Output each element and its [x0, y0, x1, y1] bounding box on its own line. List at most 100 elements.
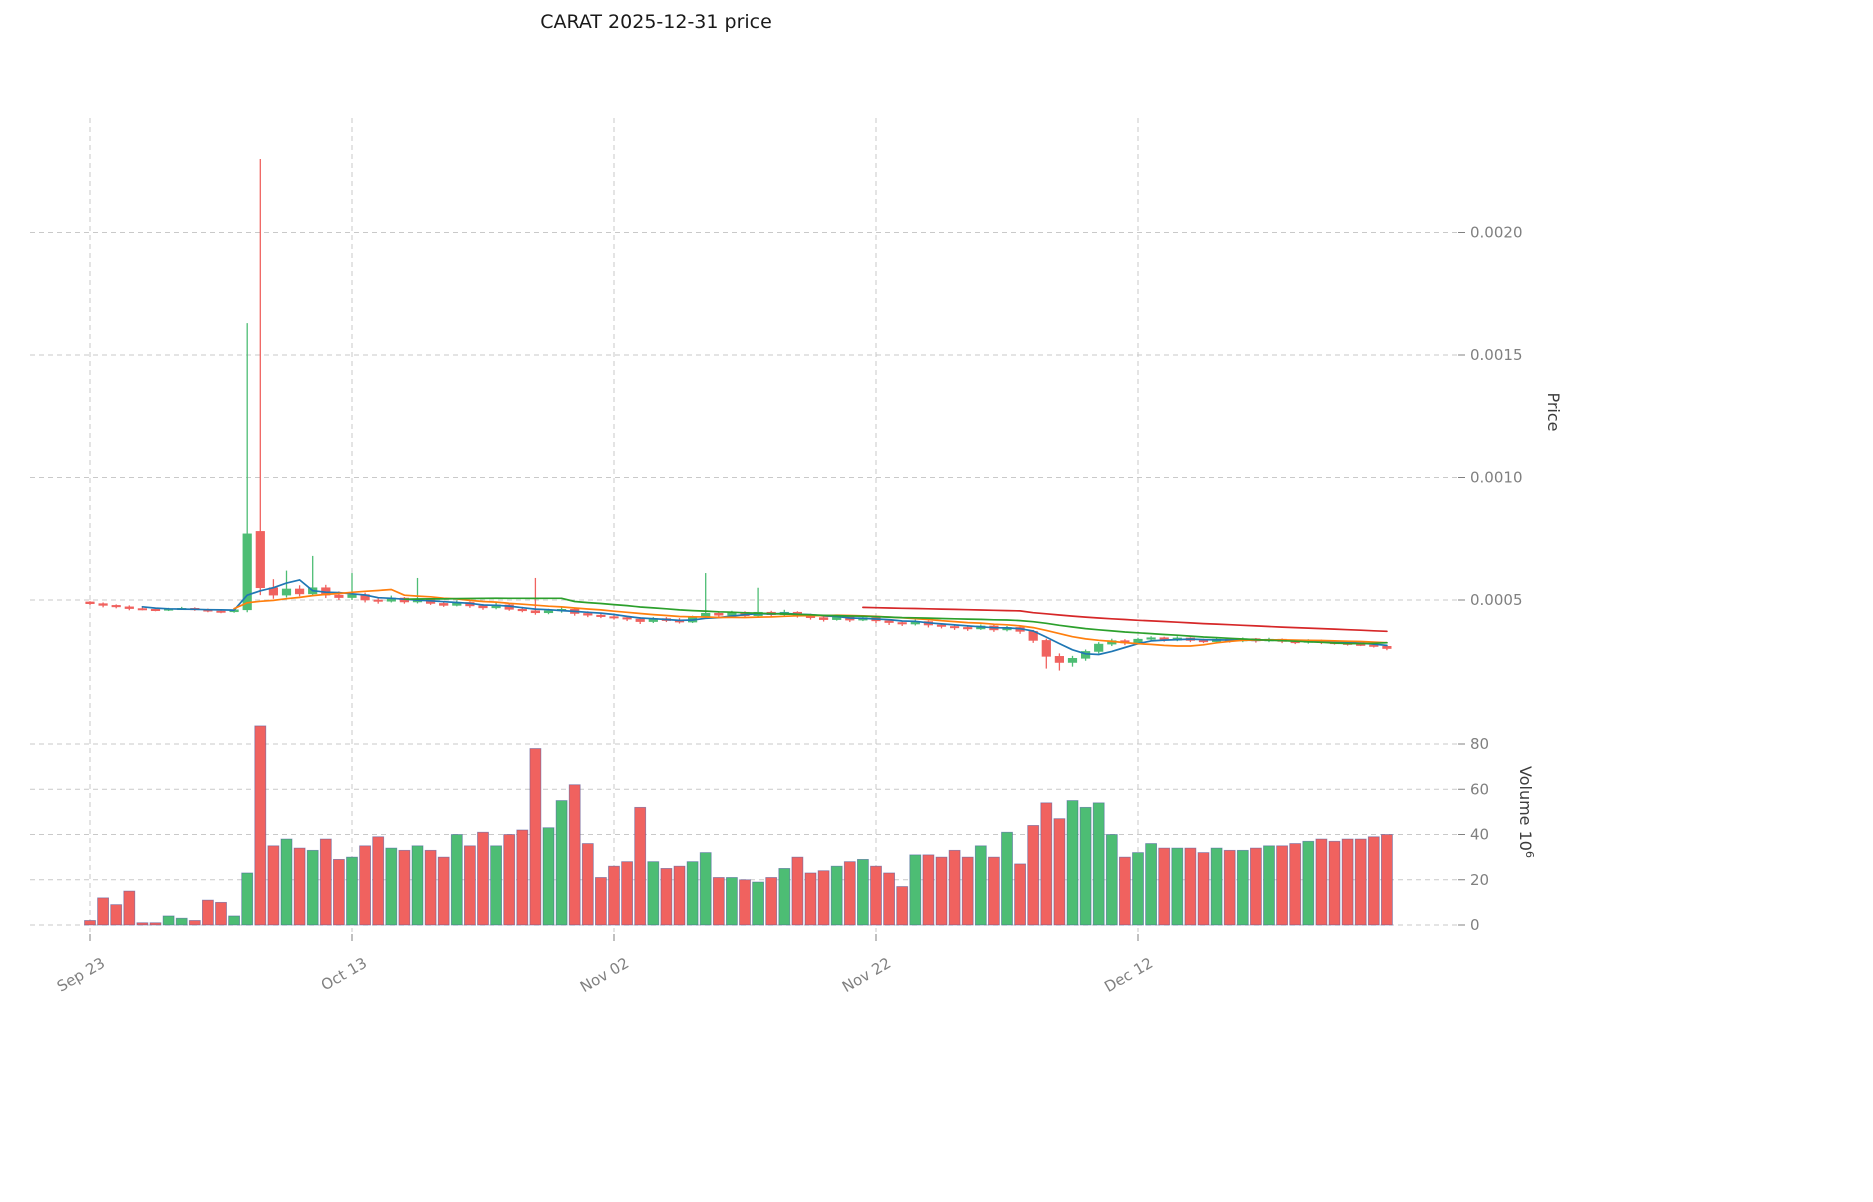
candle-body	[635, 618, 645, 622]
candle-body	[1054, 656, 1064, 663]
volume-bar	[712, 877, 725, 926]
volume-bar	[84, 920, 96, 926]
candle-body	[1382, 646, 1392, 649]
volume-bar	[188, 920, 201, 926]
volume-bar	[1145, 843, 1157, 926]
candle-body	[85, 601, 95, 604]
volume-bar	[791, 856, 804, 926]
volume-bar	[97, 897, 109, 926]
price-tick-label: 0.0005	[1470, 591, 1523, 609]
volume-bar	[568, 784, 581, 926]
candle-body	[124, 606, 134, 609]
volume-bar	[1341, 838, 1354, 926]
candle-body	[884, 620, 894, 623]
volume-bar	[948, 849, 961, 926]
volume-bar	[267, 845, 280, 926]
candle-body	[530, 610, 540, 614]
volume-bar	[293, 847, 306, 926]
volume-bar	[1263, 845, 1275, 926]
volume-bar	[699, 852, 712, 926]
volume-bar	[778, 868, 791, 926]
volume-bar	[1053, 818, 1066, 926]
volume-bar	[490, 845, 503, 926]
volume-bar	[241, 872, 254, 926]
volume-bar	[1158, 847, 1171, 926]
volume-bar	[110, 904, 123, 926]
volume-axis-title: Volume 106	[1516, 766, 1536, 858]
candle-body	[111, 605, 121, 608]
candle-body	[255, 531, 265, 589]
volume-bar	[477, 831, 489, 926]
candle-body	[242, 533, 252, 611]
volume-bar	[306, 849, 319, 926]
grid-layer	[30, 118, 1458, 932]
candle-body	[622, 617, 632, 620]
ma-line-sma-slow	[403, 597, 1388, 645]
volume-bar	[542, 827, 555, 926]
volume-bar	[660, 868, 673, 926]
volume-bar	[1027, 825, 1040, 926]
candle-body	[949, 626, 960, 629]
volume-bar	[201, 899, 214, 926]
volume-bar	[1223, 849, 1236, 926]
volume-bar	[817, 870, 830, 926]
volume-bar	[332, 858, 345, 926]
volume-bar	[974, 845, 987, 926]
candle-body	[334, 594, 344, 598]
candle-body	[373, 599, 383, 602]
x-tick-label: Dec 12	[1101, 954, 1156, 996]
candle-body	[609, 616, 619, 619]
volume-bar	[1171, 847, 1184, 926]
candle-body	[714, 612, 724, 616]
volume-bar	[346, 856, 358, 926]
volume-bar	[843, 861, 856, 926]
volume-bar	[411, 845, 424, 926]
volume-bar	[935, 856, 948, 926]
ma-line-sma-medium	[233, 588, 1388, 647]
candle-body	[281, 588, 292, 596]
volume-bar	[1092, 802, 1105, 926]
volume-bar	[1289, 843, 1302, 926]
moving-averages-layer	[141, 579, 1388, 656]
volume-bar	[857, 858, 869, 926]
volume-bars-layer	[84, 725, 1393, 926]
volume-bar	[1381, 834, 1393, 926]
volume-bar	[280, 838, 293, 926]
candle-body	[1198, 640, 1209, 643]
candle-body	[963, 627, 973, 630]
volume-bar	[1105, 834, 1118, 926]
candle-body	[478, 605, 488, 609]
volume-bar	[1001, 831, 1013, 926]
volume-bar	[123, 890, 136, 926]
volume-bar	[437, 856, 450, 926]
volume-bar	[752, 881, 764, 926]
volume-bar	[581, 843, 594, 926]
price-axis-title: Price	[1544, 392, 1563, 431]
volume-bar	[1302, 840, 1315, 926]
volume-bar	[1367, 836, 1380, 926]
volume-bar	[1328, 840, 1341, 926]
volume-bar	[1250, 847, 1262, 926]
price-tick-label: 0.0015	[1470, 346, 1523, 364]
volume-bar	[1184, 847, 1197, 926]
volume-bar	[922, 854, 935, 926]
candle-body	[583, 613, 593, 616]
candle-body	[294, 588, 305, 595]
candle-body	[137, 608, 148, 611]
volume-bar	[503, 834, 516, 926]
volume-bar	[529, 748, 542, 926]
volume-bar	[1197, 852, 1210, 926]
volume-bar	[804, 872, 817, 926]
volume-bar	[1040, 802, 1053, 926]
x-tick-label: Sep 23	[54, 954, 108, 996]
volume-bar	[1210, 847, 1223, 926]
volume-bar	[359, 845, 372, 926]
volume-bar	[424, 849, 437, 926]
ma-line-sma-long	[862, 606, 1388, 633]
volume-bar	[621, 861, 633, 926]
volume-bar	[909, 854, 922, 926]
volume-bar	[1354, 838, 1367, 926]
candles-layer	[85, 159, 1392, 671]
volume-bar	[1066, 800, 1079, 926]
